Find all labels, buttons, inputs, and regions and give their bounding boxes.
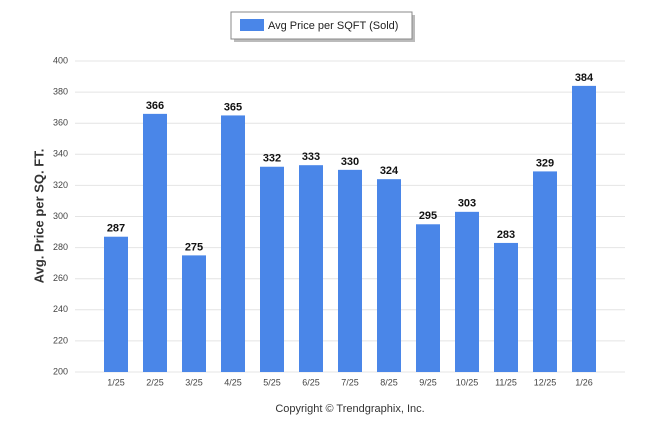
x-tick-label: 11/25 xyxy=(495,377,517,387)
bar xyxy=(533,171,557,372)
value-label: 287 xyxy=(107,223,125,235)
x-tick-label: 2/25 xyxy=(146,377,164,387)
x-tick-label: 8/25 xyxy=(380,377,398,387)
value-label: 332 xyxy=(263,153,281,165)
value-label: 295 xyxy=(419,210,437,222)
value-label: 275 xyxy=(185,241,203,253)
y-tick-label: 220 xyxy=(53,335,68,345)
value-label: 366 xyxy=(146,100,164,112)
x-tick-label: 9/25 xyxy=(419,377,437,387)
y-tick-label: 340 xyxy=(53,149,68,159)
legend-label: Avg Price per SQFT (Sold) xyxy=(268,20,398,32)
y-tick-label: 300 xyxy=(53,211,68,221)
bar xyxy=(221,115,245,373)
bar xyxy=(416,224,440,372)
bar xyxy=(143,113,167,373)
bar xyxy=(182,255,206,372)
value-label: 329 xyxy=(536,157,554,169)
y-tick-label: 280 xyxy=(53,242,68,252)
x-tick-label: 3/25 xyxy=(185,377,203,387)
bar xyxy=(260,166,284,372)
x-tick-label: 5/25 xyxy=(263,377,281,387)
x-tick-label: 1/26 xyxy=(575,377,593,387)
x-tick-label: 10/25 xyxy=(456,377,479,387)
x-tick-label: 6/25 xyxy=(302,377,320,387)
bar xyxy=(104,236,128,372)
y-tick-label: 320 xyxy=(53,180,68,190)
bar xyxy=(572,85,596,372)
value-label: 324 xyxy=(380,165,399,177)
bar xyxy=(338,169,362,372)
value-label: 330 xyxy=(341,156,359,168)
x-tick-label: 4/25 xyxy=(224,377,242,387)
y-tick-label: 200 xyxy=(53,366,68,376)
value-label: 365 xyxy=(224,101,242,113)
value-label: 283 xyxy=(497,229,515,241)
y-tick-label: 260 xyxy=(53,273,68,283)
y-tick-label: 360 xyxy=(53,118,68,128)
x-tick-label: 12/25 xyxy=(534,377,557,387)
y-tick-label: 240 xyxy=(53,304,68,314)
value-label: 303 xyxy=(458,198,476,210)
bar xyxy=(377,179,401,372)
y-tick-label: 380 xyxy=(53,86,68,96)
bar xyxy=(299,165,323,372)
y-tick-label: 400 xyxy=(53,55,68,65)
bar xyxy=(494,242,518,372)
x-tick-label: 7/25 xyxy=(341,377,359,387)
value-label: 384 xyxy=(575,72,594,84)
caption: Copyright © Trendgraphix, Inc. xyxy=(275,403,424,415)
legend-swatch xyxy=(240,19,264,31)
value-label: 333 xyxy=(302,151,320,163)
bar xyxy=(455,211,479,372)
x-tick-label: 1/25 xyxy=(107,377,125,387)
y-axis-title: Avg. Price per SQ. FT. xyxy=(31,149,46,284)
